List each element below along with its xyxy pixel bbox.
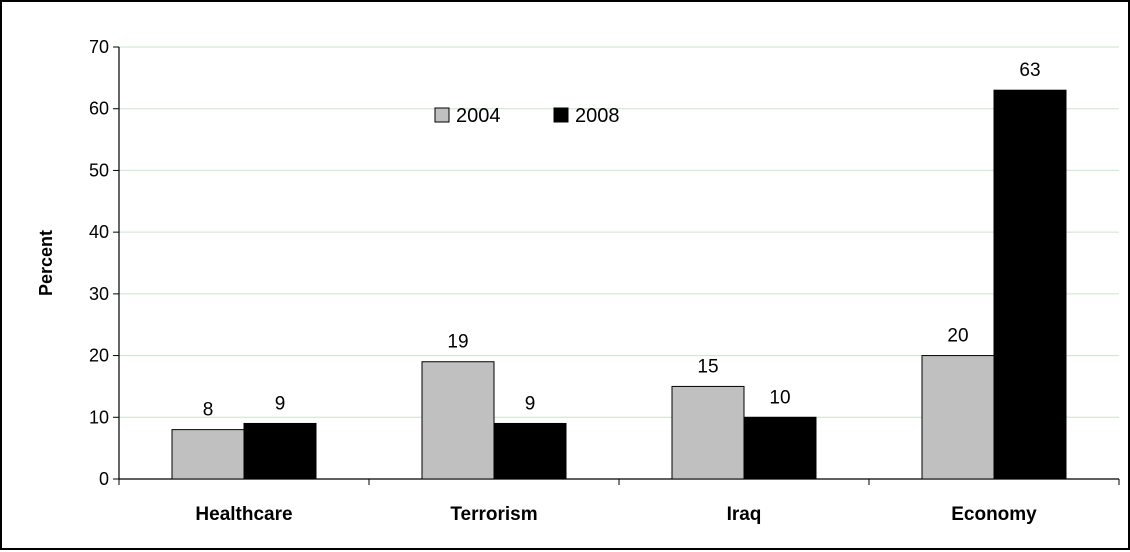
legend-label-2008: 2008	[575, 105, 620, 127]
y-tick-label: 40	[89, 222, 109, 242]
bar-2008-terrorism	[493, 422, 567, 480]
y-tick-label: 60	[89, 99, 109, 119]
data-label: 63	[1019, 60, 1040, 81]
y-tick-label: 20	[89, 346, 109, 366]
gridlines	[119, 46, 1119, 418]
bars	[171, 89, 1067, 480]
labels: 0 10 20 30 40 50 60 70 Percent 8 9 Healthcare 19 9 Ter…	[36, 37, 1041, 525]
legend-swatch-2008	[553, 107, 569, 123]
y-axis-title: Percent	[36, 230, 56, 296]
data-label: 9	[275, 393, 286, 414]
legend-swatch-2004	[434, 107, 450, 123]
x-tick-label-healthcare: Healthcare	[195, 504, 292, 525]
y-tick-label: 70	[89, 37, 109, 57]
y-tick-label: 30	[89, 284, 109, 304]
bar-2004-economy	[921, 355, 995, 480]
data-label: 15	[697, 356, 718, 377]
data-label: 10	[769, 387, 790, 408]
data-label: 9	[525, 393, 536, 414]
bar-2004-terrorism	[421, 361, 495, 480]
legend-label-2004: 2004	[456, 105, 501, 127]
bar-2004-healthcare	[171, 429, 245, 480]
x-tick-label-economy: Economy	[951, 504, 1037, 525]
y-tick-label: 50	[89, 160, 109, 180]
y-tick-label: 10	[89, 407, 109, 427]
x-tick-label-terrorism: Terrorism	[450, 504, 537, 525]
legend: 2004 2008	[434, 105, 620, 127]
data-label: 8	[203, 400, 214, 421]
data-label: 19	[447, 332, 468, 353]
x-tick-label-iraq: Iraq	[727, 504, 762, 525]
bar-2008-healthcare	[243, 422, 317, 480]
bar-2008-economy	[993, 89, 1067, 480]
bar-2008-iraq	[743, 416, 817, 480]
y-tick-label: 0	[99, 469, 109, 489]
bar-2004-iraq	[671, 385, 745, 480]
data-label: 20	[947, 326, 968, 347]
